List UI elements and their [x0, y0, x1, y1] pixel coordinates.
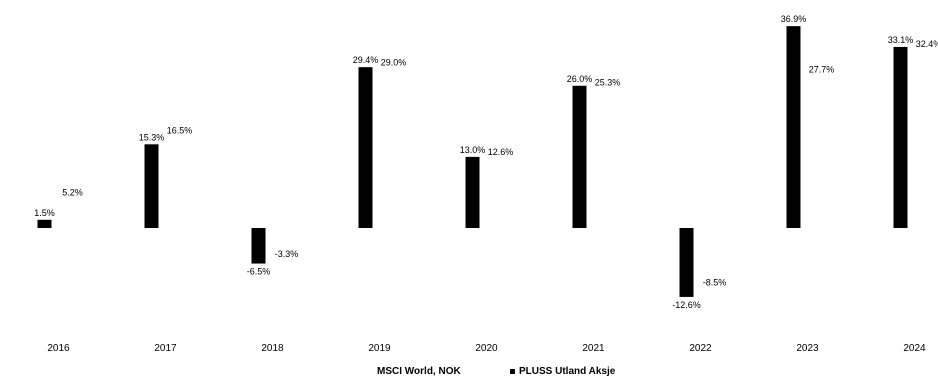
msci-value-label-2018: -3.3% [275, 249, 299, 259]
legend-label-pluss: PLUSS Utland Aksje [519, 366, 616, 377]
bar-2022 [679, 228, 694, 297]
legend-item-msci: MSCI World, NOK [377, 366, 461, 377]
x-tick-label-2023: 2023 [796, 343, 819, 354]
legend: MSCI World, NOK PLUSS Utland Aksje [0, 366, 938, 382]
x-tick-label-2017: 2017 [154, 343, 177, 354]
msci-value-label-2016: 5.2% [62, 188, 83, 198]
msci-value-label-2023: 27.7% [809, 64, 835, 74]
bar-2016 [37, 219, 52, 228]
bar-2020 [465, 156, 480, 228]
bar-2018 [251, 228, 266, 264]
pluss-value-label-2020: 13.0% [460, 145, 486, 155]
x-tick-label-2024: 2024 [903, 343, 926, 354]
bar-2017 [144, 144, 159, 228]
bar-chart: 1.5% 5.2% 2016 15.3%16.5% 2017 -6.5% -3.3% 2018… [34, 14, 938, 354]
bar-2023 [786, 26, 801, 229]
pluss-value-label-2016: 1.5% [34, 208, 55, 218]
x-tick-label-2016: 2016 [47, 343, 70, 354]
msci-value-label-2024: 32.4% [916, 39, 938, 49]
x-tick-label-2022: 2022 [689, 343, 712, 354]
pluss-value-label-2022: -12.6% [672, 300, 701, 310]
msci-value-label-2019: 29.0% [381, 57, 407, 67]
pluss-value-label-2021: 26.0% [567, 74, 593, 84]
msci-value-label-2021: 25.3% [595, 78, 621, 88]
bar-2021 [572, 85, 587, 228]
msci-value-label-2017: 16.5% [167, 126, 193, 136]
bar-2019 [358, 67, 373, 228]
bar-2024 [893, 46, 908, 229]
pluss-value-label-2024: 33.1% [888, 35, 914, 45]
msci-value-label-2022: -8.5% [703, 277, 727, 287]
pluss-value-label-2017: 15.3% [139, 132, 165, 142]
legend-swatch-pluss [510, 369, 515, 374]
pluss-value-label-2023: 36.9% [781, 14, 807, 24]
legend-label-msci: MSCI World, NOK [377, 366, 461, 377]
pluss-value-label-2018: -6.5% [247, 267, 271, 277]
x-tick-label-2021: 2021 [582, 343, 605, 354]
x-tick-label-2020: 2020 [475, 343, 498, 354]
legend-item-pluss: PLUSS Utland Aksje [510, 366, 615, 377]
pluss-value-label-2019: 29.4% [353, 55, 379, 65]
msci-value-label-2020: 12.6% [488, 147, 514, 157]
x-tick-label-2018: 2018 [261, 343, 284, 354]
x-tick-label-2019: 2019 [368, 343, 391, 354]
